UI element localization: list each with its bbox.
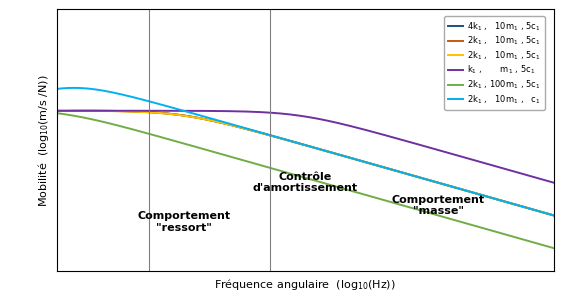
Y-axis label: Mobilité  (log$_{10}$(m/s /N)): Mobilité (log$_{10}$(m/s /N)) [36,74,51,206]
Text: Contrôle
d'amortissement: Contrôle d'amortissement [253,172,358,193]
Legend: 4k$_1$ ,   10m$_1$ , 5c$_1$, 2k$_1$ ,   10m$_1$ , 5c$_1$, 2k$_1$ ,   10m$_1$ , 5: 4k$_1$ , 10m$_1$ , 5c$_1$, 2k$_1$ , 10m$… [444,16,545,110]
Text: Comportement
"masse": Comportement "masse" [392,195,485,217]
X-axis label: Fréquence angulaire  (log$_{10}$(Hz)): Fréquence angulaire (log$_{10}$(Hz)) [214,277,396,292]
Text: Comportement
"ressort": Comportement "ressort" [137,211,231,233]
